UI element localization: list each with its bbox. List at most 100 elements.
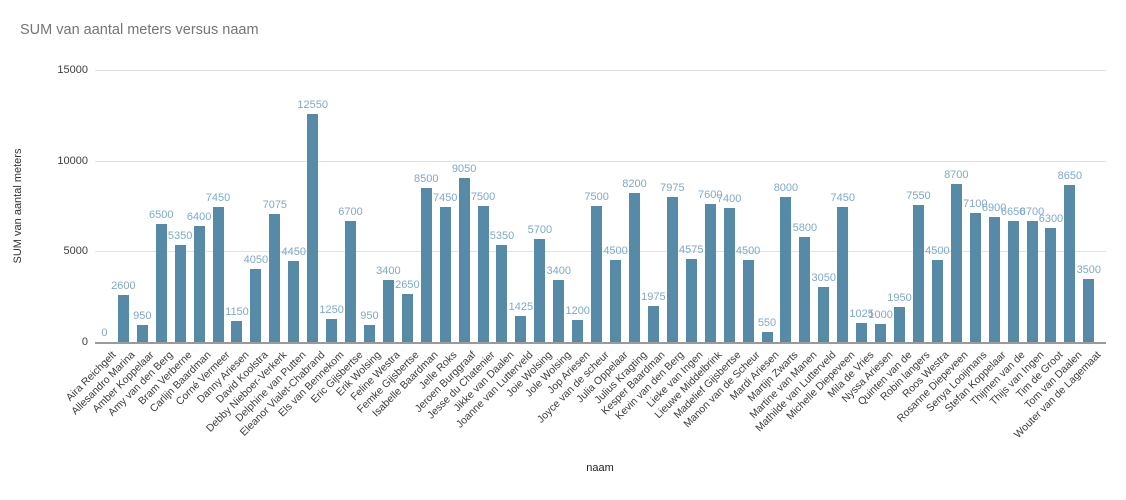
bar[interactable] [288,261,300,342]
bar-value-label: 8500 [414,172,439,185]
bar[interactable] [1007,221,1019,342]
y-tick-label: 0 [81,336,88,348]
bar-value-label: 4500 [735,245,761,258]
bar[interactable] [136,324,148,342]
bar-value-label: 4450 [281,246,306,259]
y-tick-label: 5000 [63,245,88,258]
bar-value-label: 7450 [432,191,458,204]
bar[interactable] [1083,278,1095,342]
bar-value-label: 6900 [981,201,1007,214]
bar[interactable] [345,220,357,342]
chart-title: SUM van aantal meters versus naam [20,22,259,38]
bar[interactable] [818,286,830,342]
bar-value-label: 950 [360,309,379,322]
bar-value-label: 6650 [1000,206,1026,219]
bar[interactable] [458,177,470,342]
y-tick-label: 15000 [57,64,88,76]
bar[interactable] [326,319,338,342]
bar[interactable] [704,204,716,342]
bar[interactable] [231,321,243,342]
bar[interactable] [193,225,205,342]
bar[interactable] [1026,220,1038,342]
bar[interactable] [534,238,546,342]
bar[interactable] [761,332,773,342]
bar[interactable] [269,213,281,342]
bar[interactable] [363,324,375,342]
bar[interactable] [894,306,906,342]
bar[interactable] [250,268,262,342]
bar-value-label: 8200 [622,178,647,191]
bar[interactable] [666,197,678,342]
bar[interactable] [420,187,432,342]
bar-value-label: 7500 [584,191,609,203]
bar[interactable] [875,323,887,342]
bar-value-label: 550 [757,317,777,330]
bar-value-label: 4500 [925,245,950,258]
bar-value-label: 5350 [167,229,193,242]
bar[interactable] [837,206,849,342]
bar[interactable] [780,196,792,342]
bar[interactable] [439,206,451,342]
bar-value-label: 7500 [470,191,496,203]
bar[interactable] [496,244,508,342]
bar-value-label: 8650 [1057,170,1083,183]
bar[interactable] [155,224,167,342]
bar-value-label: 8000 [773,181,799,194]
bar-value-label: 7600 [697,189,723,202]
bar-value-label: 7450 [205,191,231,204]
bar[interactable] [553,280,565,342]
bar-value-label: 1000 [868,308,893,321]
bar[interactable] [1064,185,1076,342]
bar[interactable] [572,320,584,342]
bar[interactable] [629,193,640,342]
bar[interactable] [477,206,489,342]
bar-value-label: 6400 [186,210,212,223]
bar[interactable] [969,213,981,342]
bar-value-label: 5700 [527,223,553,236]
bar[interactable] [856,323,868,342]
bar[interactable] [931,260,943,342]
bar[interactable] [401,293,413,342]
bar-value-label: 950 [133,309,152,322]
bar[interactable] [912,205,924,342]
bar[interactable] [591,206,603,342]
y-tick-label: 10000 [57,154,88,167]
bar-value-label: 1025 [849,308,874,321]
bar-value-label: 6700 [1019,205,1045,218]
x-axis-line [95,342,1106,344]
bar-value-label: 7550 [906,190,931,203]
bar-value-label: 1425 [508,301,534,314]
bar[interactable] [382,280,394,342]
bar[interactable] [742,260,754,342]
bar-value-label: 12550 [297,99,328,112]
bar[interactable] [723,207,735,342]
bar[interactable] [799,236,811,342]
bar-value-label: 3400 [376,265,401,278]
bar-value-label: 7400 [716,192,742,205]
bar[interactable] [685,259,697,342]
bar[interactable] [117,294,129,342]
bar-value-label: 1150 [225,306,249,319]
bar[interactable] [174,244,186,342]
bar-value-label: 6300 [1038,212,1064,225]
bar[interactable] [515,316,527,342]
bar-value-label: 1250 [319,304,344,317]
bar-value-label: 4500 [603,245,628,258]
bar-value-label: 0 [101,327,108,339]
bar[interactable] [988,216,1000,342]
bar-value-label: 9050 [451,162,477,175]
bar-value-label: 3400 [546,265,572,278]
bar-value-label: 7075 [262,198,288,211]
bar-value-label: 6700 [338,205,363,218]
bar[interactable] [307,114,319,342]
bar-value-label: 3500 [1076,263,1102,276]
bar[interactable] [1045,227,1057,342]
bar-value-label: 1200 [565,305,590,318]
bar[interactable] [610,260,622,342]
bar[interactable] [950,184,962,342]
bar-value-label: 5800 [792,221,818,234]
gridline [95,160,1106,162]
bar[interactable] [212,206,224,342]
bar[interactable] [647,306,659,342]
gridline [95,70,1106,71]
